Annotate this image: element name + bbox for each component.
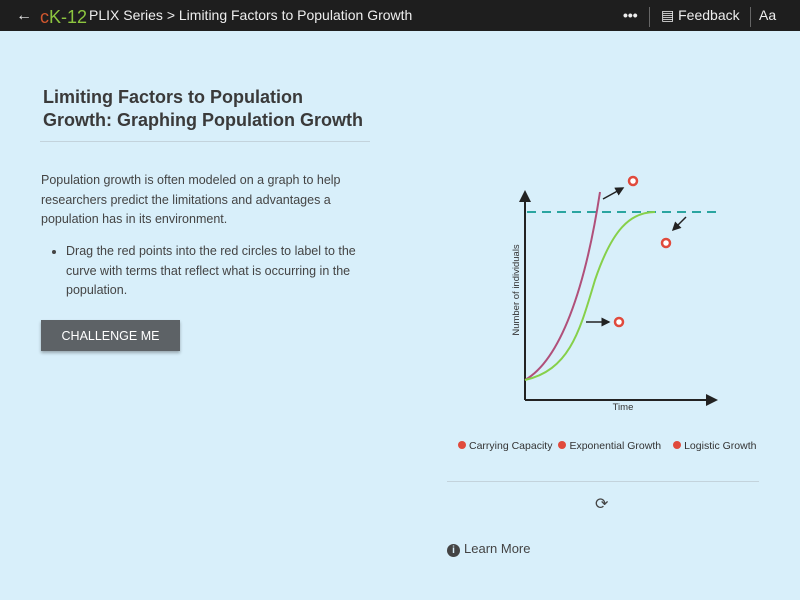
red-point[interactable]	[558, 441, 567, 449]
top-bar: ← cK-12 PLIX Series > Limiting Factors t…	[0, 0, 800, 31]
draggable-labels: Carrying Capacity Exponential Growth Log…	[458, 440, 756, 452]
divider	[40, 141, 370, 142]
divider	[649, 7, 650, 27]
logistic-curve	[524, 211, 656, 381]
red-point[interactable]	[458, 441, 466, 449]
more-icon[interactable]: •••	[623, 7, 638, 23]
font-size-button[interactable]: Aa	[759, 7, 777, 23]
learn-more-label: Learn More	[464, 541, 531, 556]
drop-target-circle[interactable]	[613, 316, 625, 328]
arrow-icon	[602, 187, 625, 200]
y-axis-label: Number of individuals	[511, 244, 522, 336]
breadcrumb[interactable]: PLIX Series > Limiting Factors to Popula…	[89, 7, 413, 23]
arrow-icon	[671, 216, 687, 232]
x-axis-label: Time	[613, 402, 634, 413]
arrow-left-icon[interactable]: ←	[16, 7, 32, 24]
challenge-me-button[interactable]: CHALLENGE ME	[41, 320, 180, 351]
info-icon: i	[447, 544, 460, 557]
divider	[447, 481, 759, 482]
draggable-label-exponential-growth[interactable]: Exponential Growth	[558, 440, 661, 452]
drop-target-circle[interactable]	[627, 175, 639, 187]
description: Population growth is often modeled on a …	[41, 173, 341, 226]
instructions-list: Drag the red points into the red circles…	[66, 242, 366, 301]
instruction-item: Drag the red points into the red circles…	[66, 242, 366, 301]
feedback-button[interactable]: ▤ Feedback	[661, 7, 740, 24]
learn-more-link[interactable]: i Learn More	[447, 541, 530, 557]
draggable-label-logistic-growth[interactable]: Logistic Growth	[673, 440, 756, 452]
exponential-curve	[524, 191, 601, 381]
page-title: Limiting Factors to Population Growth: G…	[43, 87, 363, 130]
feedback-icon: ▤	[661, 7, 675, 23]
divider	[750, 7, 751, 27]
draggable-label-carrying-capacity[interactable]: Carrying Capacity	[458, 440, 552, 452]
drop-target-circle[interactable]	[660, 237, 672, 249]
feedback-label: Feedback	[678, 7, 740, 23]
red-point[interactable]	[673, 441, 682, 449]
refresh-icon[interactable]: ⟳	[595, 496, 609, 513]
ck12-logo[interactable]: cK-12	[40, 7, 88, 27]
